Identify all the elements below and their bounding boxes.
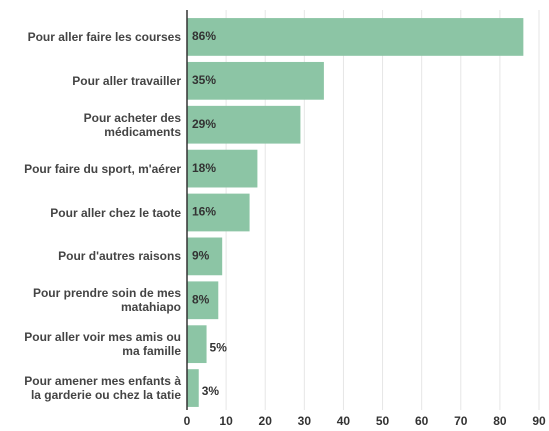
x-tick-label: 70 — [454, 414, 468, 428]
bar — [187, 61, 324, 100]
x-tick-label: 90 — [532, 414, 546, 428]
category-label: Pour faire du sport, m'aérer — [24, 161, 181, 176]
bar — [187, 369, 199, 407]
x-tick-label: 80 — [493, 414, 507, 428]
category-label: Pour aller travailler — [72, 73, 181, 88]
bar — [187, 281, 219, 320]
x-tick-label: 60 — [415, 414, 429, 428]
value-label: 9% — [192, 249, 210, 263]
category-label: Pour aller faire les courses — [27, 29, 181, 44]
category-label: Pour d'autres raisons — [58, 249, 181, 264]
bar — [187, 325, 207, 364]
x-tick-label: 20 — [259, 414, 273, 428]
value-label: 5% — [210, 340, 228, 354]
category-label: Pour prendre soin de mes matahiapo — [32, 286, 181, 315]
bar — [187, 105, 301, 144]
bar — [187, 237, 223, 276]
category-label: Pour aller chez le taote — [50, 205, 181, 220]
x-tick-label: 30 — [298, 414, 312, 428]
category-label: Pour acheter des médicaments — [83, 110, 181, 139]
bar — [187, 193, 250, 232]
value-label: 35% — [192, 73, 216, 87]
value-label: 29% — [192, 117, 216, 131]
value-label: 18% — [192, 161, 216, 175]
x-tick-label: 40 — [337, 414, 351, 428]
value-label: 86% — [192, 29, 216, 43]
x-tick-label: 50 — [376, 414, 390, 428]
bar — [187, 18, 524, 56]
category-label: Pour aller voir mes amis ou ma famille — [24, 330, 181, 359]
bar — [187, 149, 258, 188]
value-label: 3% — [202, 384, 220, 398]
x-tick-label: 0 — [184, 414, 191, 428]
category-label: Pour amener mes enfants à la garderie ou… — [24, 374, 181, 403]
value-label: 8% — [192, 292, 210, 306]
value-label: 16% — [192, 205, 216, 219]
x-tick-label: 10 — [219, 414, 233, 428]
